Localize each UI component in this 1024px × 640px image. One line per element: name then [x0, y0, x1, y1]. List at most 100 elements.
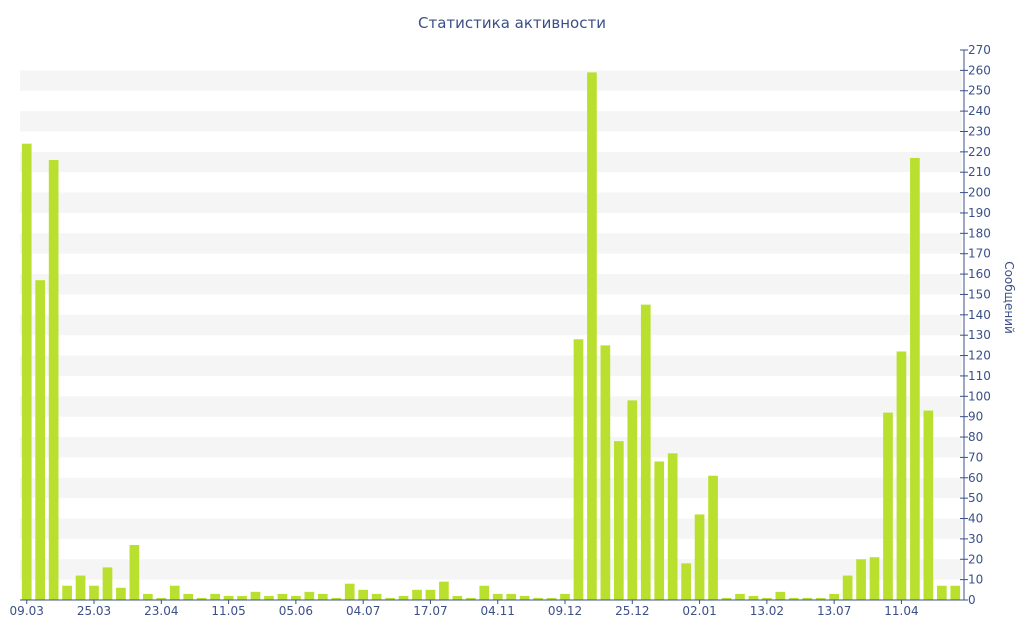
- x-tick-label: 09.12: [548, 604, 582, 618]
- y-tick-label: 130: [968, 328, 991, 342]
- bar: [291, 595, 301, 600]
- y-axis-title: Сообщений: [1002, 261, 1016, 334]
- bar: [936, 585, 947, 600]
- bar: [385, 597, 395, 600]
- bar: [75, 575, 86, 600]
- bar: [169, 585, 180, 600]
- grid-band: [20, 233, 962, 254]
- bar: [788, 597, 799, 600]
- y-tick-label: 250: [968, 84, 991, 98]
- bar: [48, 160, 59, 600]
- bar: [62, 585, 72, 600]
- bar: [89, 585, 99, 600]
- y-tick-label: 70: [968, 450, 983, 464]
- bar: [627, 400, 638, 600]
- bar: [479, 585, 490, 600]
- bar: [35, 280, 46, 600]
- x-tick-label: 05.06: [279, 604, 313, 618]
- bar: [842, 575, 853, 600]
- y-tick-label: 140: [968, 308, 991, 322]
- x-tick-label: 13.07: [817, 604, 851, 618]
- x-tick-label: 09.03: [10, 604, 44, 618]
- bar: [237, 595, 247, 600]
- bar: [802, 597, 813, 600]
- bar: [358, 589, 368, 600]
- bar: [614, 441, 624, 600]
- bar: [223, 595, 234, 600]
- bar: [183, 593, 194, 600]
- chart-title: Статистика активности: [418, 14, 606, 32]
- grid-band: [20, 274, 962, 295]
- x-tick-label: 25.03: [77, 604, 111, 618]
- y-tick-label: 230: [968, 124, 991, 138]
- bar: [116, 587, 126, 600]
- bar: [344, 583, 355, 600]
- x-tick-label: 13.02: [750, 604, 784, 618]
- x-tick-label: 11.04: [884, 604, 918, 618]
- bar: [506, 593, 517, 600]
- bar: [600, 345, 611, 600]
- bar: [923, 410, 934, 600]
- y-tick-label: 100: [968, 389, 991, 403]
- bar: [264, 595, 274, 600]
- y-axis-ticks: 0 10 20 30 40 50 60 70 80 90 100 110 120 130 140 150 160…: [960, 43, 991, 607]
- bar: [317, 593, 328, 600]
- bar: [425, 589, 436, 600]
- axes: [20, 50, 965, 601]
- grid-band: [20, 355, 962, 376]
- x-tick-label: 23.04: [144, 604, 178, 618]
- y-tick-label: 210: [968, 165, 991, 179]
- bar: [519, 595, 530, 600]
- bar: [560, 593, 570, 600]
- grid-band: [20, 477, 962, 499]
- bar: [896, 351, 907, 600]
- x-tick-label: 17.07: [413, 604, 447, 618]
- y-tick-label: 160: [968, 267, 991, 281]
- bar: [869, 557, 880, 600]
- bar: [829, 593, 839, 600]
- bar: [412, 589, 422, 600]
- y-tick-label: 20: [968, 552, 983, 566]
- y-tick-label: 240: [968, 104, 991, 118]
- y-tick-label: 150: [968, 287, 991, 301]
- bar: [277, 593, 288, 600]
- y-tick-label: 220: [968, 145, 991, 159]
- bar: [546, 597, 557, 600]
- bar: [102, 567, 113, 600]
- x-tick-label: 02.01: [682, 604, 716, 618]
- grid-band: [20, 559, 962, 580]
- bar: [21, 143, 32, 600]
- grid-band: [20, 518, 962, 539]
- grid-band: [20, 111, 962, 132]
- bar: [815, 597, 826, 600]
- bar: [129, 545, 140, 600]
- bar: [143, 593, 153, 600]
- y-tick-label: 40: [968, 512, 983, 526]
- grid-band: [20, 396, 962, 417]
- bar: [883, 412, 893, 600]
- y-tick-label: 180: [968, 226, 991, 240]
- y-tick-label: 260: [968, 63, 991, 77]
- x-tick-label: 25.12: [615, 604, 649, 618]
- bar: [465, 597, 476, 600]
- y-tick-label: 80: [968, 430, 983, 444]
- y-tick-label: 110: [968, 369, 991, 383]
- bar: [735, 593, 745, 600]
- bar: [156, 597, 167, 600]
- bar: [748, 595, 759, 600]
- x-tick-label: 04.11: [481, 604, 515, 618]
- bar: [654, 461, 665, 600]
- bars: [21, 72, 961, 600]
- bar: [762, 597, 772, 600]
- grid-bands: [20, 70, 962, 580]
- bar: [371, 593, 382, 600]
- bar: [721, 597, 732, 600]
- y-tick-label: 10: [968, 573, 983, 587]
- bar: [573, 339, 584, 600]
- bar: [950, 585, 961, 600]
- bar: [210, 593, 220, 600]
- y-tick-label: 60: [968, 471, 983, 485]
- bar: [681, 563, 691, 600]
- bar: [304, 591, 315, 600]
